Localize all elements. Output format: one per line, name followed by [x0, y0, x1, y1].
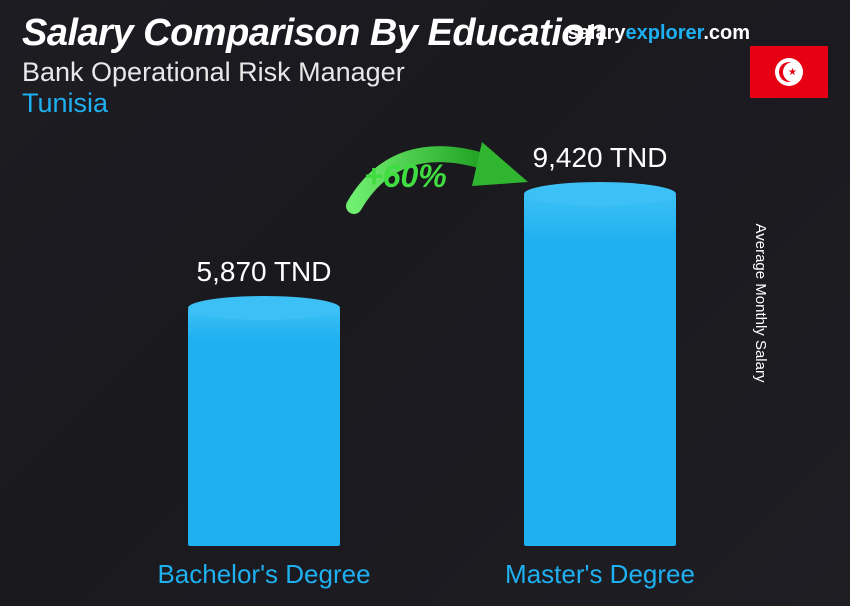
brand-logo: salaryexplorer.com: [568, 22, 750, 45]
job-title: Bank Operational Risk Manager: [22, 57, 828, 88]
bar-body: 5,870 TND: [188, 308, 340, 546]
country-flag: ★: [750, 46, 828, 98]
bar: 9,420 TNDMaster's Degree: [524, 194, 676, 546]
bar-top-ellipse: [188, 296, 340, 320]
flag-star-icon: ★: [788, 67, 797, 78]
bar-top-ellipse: [524, 182, 676, 206]
brand-part2: explorer: [625, 22, 703, 44]
bar: 5,870 TNDBachelor's Degree: [188, 308, 340, 546]
bar-value: 9,420 TND: [500, 142, 700, 174]
flag-circle: ★: [775, 58, 803, 86]
increase-percent: +60%: [364, 158, 447, 195]
brand-part1: salary: [568, 22, 626, 44]
bar-body: 9,420 TND: [524, 194, 676, 546]
brand-part3: .com: [703, 22, 750, 44]
bar-label: Master's Degree: [470, 559, 730, 590]
country-name: Tunisia: [22, 88, 828, 119]
bar-value: 5,870 TND: [164, 256, 364, 288]
flag-crescent: ★: [779, 62, 799, 82]
bar-label: Bachelor's Degree: [134, 559, 394, 590]
bar-chart: 5,870 TNDBachelor's Degree9,420 TNDMaste…: [0, 140, 850, 606]
